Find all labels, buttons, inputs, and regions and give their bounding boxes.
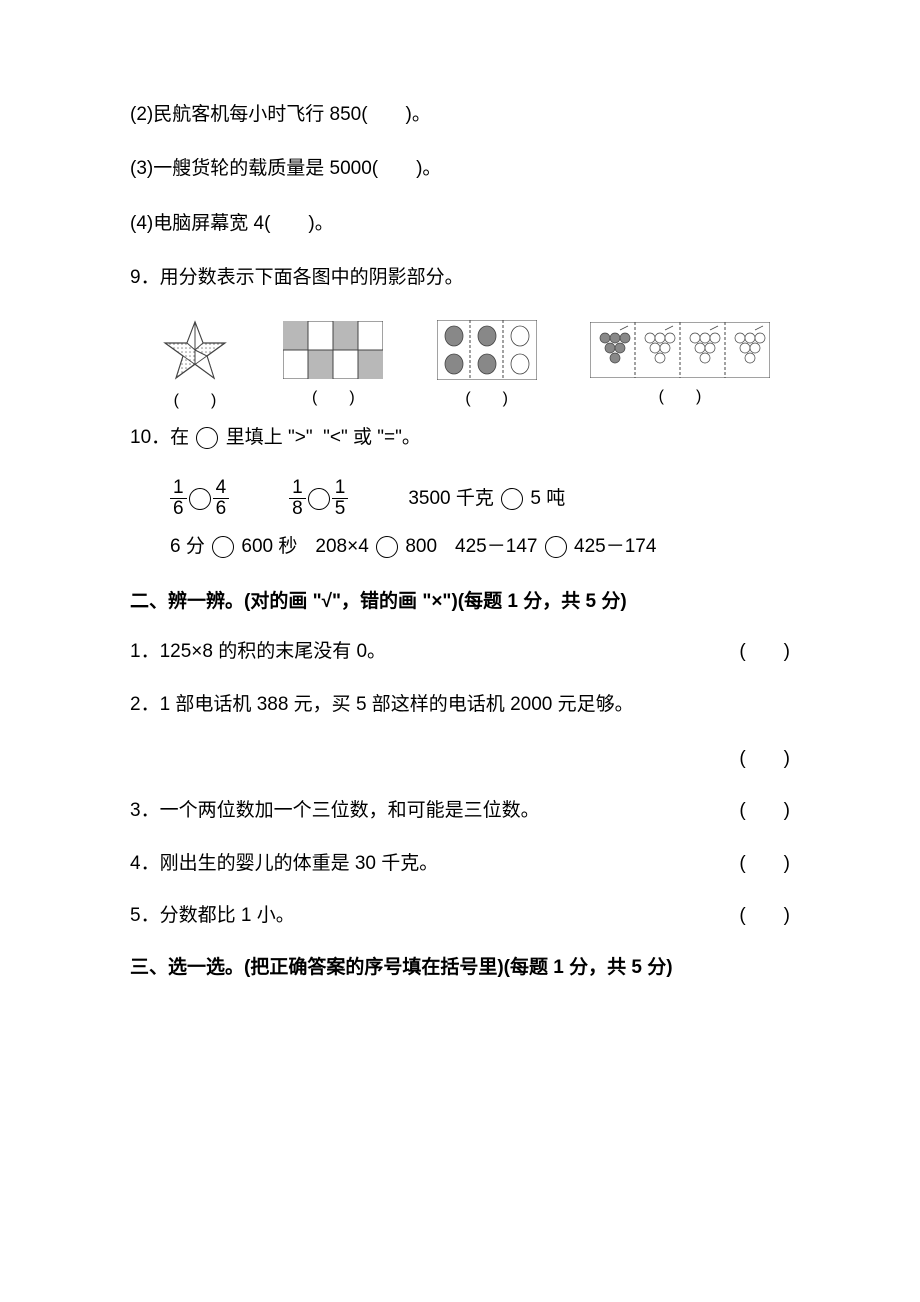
judge-5: 5．分数都比 1 小。 ( ) [130,901,790,931]
frac1-d1: 6 [170,499,187,520]
compare-row-2: 6 分 600 秒 208×4 800 425－147 425－174 [170,532,790,562]
fig-star-label: ( ) [174,388,217,414]
cmp-a-left: 6 分 [170,536,205,557]
cmp1-right: 5 吨 [530,488,565,509]
cmp-b: 208×4 800 [315,532,437,562]
fig-checker-col: ( ) [283,321,383,411]
grapes-icon [590,322,770,378]
cmp-b-right: 800 [405,536,437,557]
judge-4-paren: ( ) [739,849,790,879]
judge-5-paren: ( ) [739,901,790,931]
frac-group-2: 1 8 1 5 [289,478,348,521]
section3-heading: 三、选一选。(把正确答案的序号填在括号里)(每题 1 分，共 5 分) [130,953,790,983]
checkerboard-icon [283,321,383,379]
fraction-1b: 4 6 [213,478,230,521]
cmp-c: 425－147 425－174 [455,532,656,562]
judge-2-text: 2．1 部电话机 388 元，买 5 部这样的电话机 2000 元足够。 [130,690,790,720]
frac2-d1: 8 [289,499,306,520]
judge-5-text: 5．分数都比 1 小。 [130,901,295,931]
circle-icon [212,536,234,558]
frac1-d2: 6 [213,499,230,520]
compare-block: 1 6 4 6 1 8 1 5 3500 千克 5 吨 [170,478,790,563]
frac-group-1: 1 6 4 6 [170,478,229,521]
circle-icon [376,536,398,558]
circle-icon [189,488,211,510]
q8-3-text: (3)一艘货轮的载质量是 5000( )。 [130,154,790,184]
fig-checker-label: ( ) [312,385,355,411]
circle-icon [196,427,218,449]
judge-1: 1．125×8 的积的末尾没有 0。 ( ) [130,637,790,667]
fig-star-col: ( ) [160,318,230,414]
circle-icon [308,488,330,510]
fig-berry-label: ( ) [465,386,508,412]
fig-berry-col: ( ) [437,320,537,412]
cmp1-left: 3500 千克 [408,488,494,509]
frac2-n2: 1 [332,478,349,500]
q9-title: 9．用分数表示下面各图中的阴影部分。 [130,263,790,293]
frac2-n1: 1 [289,478,306,500]
fig-grape-label: ( ) [659,384,702,410]
fraction-1a: 1 6 [170,478,187,521]
cmp-a: 6 分 600 秒 [170,532,297,562]
cmp-c-right: 425－174 [574,536,656,557]
fig-grape-col: ( ) [590,322,770,410]
judge-1-text: 1．125×8 的积的末尾没有 0。 [130,637,386,667]
judge-2-paren: ( ) [130,744,790,774]
cmp1: 3500 千克 5 吨 [408,484,565,514]
judge-1-paren: ( ) [739,637,790,667]
judge-4: 4．刚出生的婴儿的体重是 30 千克。 ( ) [130,849,790,879]
cmp-c-left: 425－147 [455,536,537,557]
judge-3-text: 3．一个两位数加一个三位数，和可能是三位数。 [130,796,540,826]
judge-3: 3．一个两位数加一个三位数，和可能是三位数。 ( ) [130,796,790,826]
star-icon [160,318,230,382]
strawberry-icon [437,320,537,380]
cmp-b-left: 208×4 [315,536,368,557]
q9-figures-row: ( ) ( ) [160,318,770,414]
judge-4-text: 4．刚出生的婴儿的体重是 30 千克。 [130,849,438,879]
frac1-n2: 4 [213,478,230,500]
circle-icon [501,488,523,510]
q8-4-text: (4)电脑屏幕宽 4( )。 [130,209,790,239]
compare-row-1: 1 6 4 6 1 8 1 5 3500 千克 5 吨 [170,478,790,521]
judge-3-paren: ( ) [739,796,790,826]
q8-2-text: (2)民航客机每小时飞行 850( )。 [130,100,790,130]
circle-icon [545,536,567,558]
fraction-2b: 1 5 [332,478,349,521]
fraction-2a: 1 8 [289,478,306,521]
frac1-n1: 1 [170,478,187,500]
cmp-a-right: 600 秒 [241,536,297,557]
frac2-d2: 5 [332,499,349,520]
section2-heading: 二、辨一辨。(对的画 "√"，错的画 "×")(每题 1 分，共 5 分) [130,587,790,617]
q10-title: 10．在 里填上 ">" "<" 或 "="。 [130,423,790,453]
